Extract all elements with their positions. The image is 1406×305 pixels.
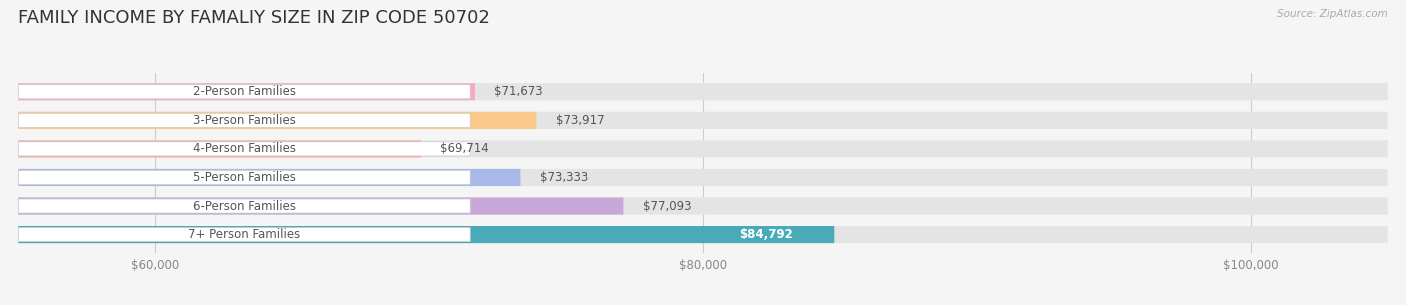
FancyBboxPatch shape	[18, 169, 1388, 186]
Text: $73,917: $73,917	[555, 114, 605, 127]
FancyBboxPatch shape	[18, 140, 422, 157]
Text: $77,093: $77,093	[643, 199, 692, 213]
FancyBboxPatch shape	[18, 170, 470, 185]
Text: $71,673: $71,673	[494, 85, 543, 98]
FancyBboxPatch shape	[18, 226, 834, 243]
Text: FAMILY INCOME BY FAMALIY SIZE IN ZIP CODE 50702: FAMILY INCOME BY FAMALIY SIZE IN ZIP COD…	[18, 9, 491, 27]
Text: 2-Person Families: 2-Person Families	[193, 85, 295, 98]
FancyBboxPatch shape	[18, 169, 520, 186]
FancyBboxPatch shape	[18, 113, 470, 127]
FancyBboxPatch shape	[18, 112, 537, 129]
Text: 4-Person Families: 4-Person Families	[193, 142, 295, 155]
FancyBboxPatch shape	[18, 140, 1388, 157]
Text: $73,333: $73,333	[540, 171, 588, 184]
FancyBboxPatch shape	[18, 142, 470, 156]
Text: $69,714: $69,714	[440, 142, 489, 155]
FancyBboxPatch shape	[18, 83, 1388, 100]
FancyBboxPatch shape	[18, 83, 475, 100]
FancyBboxPatch shape	[18, 85, 470, 99]
Text: 6-Person Families: 6-Person Families	[193, 199, 295, 213]
FancyBboxPatch shape	[18, 197, 623, 215]
Text: Source: ZipAtlas.com: Source: ZipAtlas.com	[1277, 9, 1388, 19]
Text: $84,792: $84,792	[740, 228, 793, 241]
FancyBboxPatch shape	[18, 112, 1388, 129]
Text: 7+ Person Families: 7+ Person Families	[188, 228, 301, 241]
Text: 3-Person Families: 3-Person Families	[193, 114, 295, 127]
FancyBboxPatch shape	[18, 199, 470, 213]
FancyBboxPatch shape	[18, 228, 470, 242]
FancyBboxPatch shape	[18, 197, 1388, 215]
FancyBboxPatch shape	[18, 226, 1388, 243]
Text: 5-Person Families: 5-Person Families	[193, 171, 295, 184]
